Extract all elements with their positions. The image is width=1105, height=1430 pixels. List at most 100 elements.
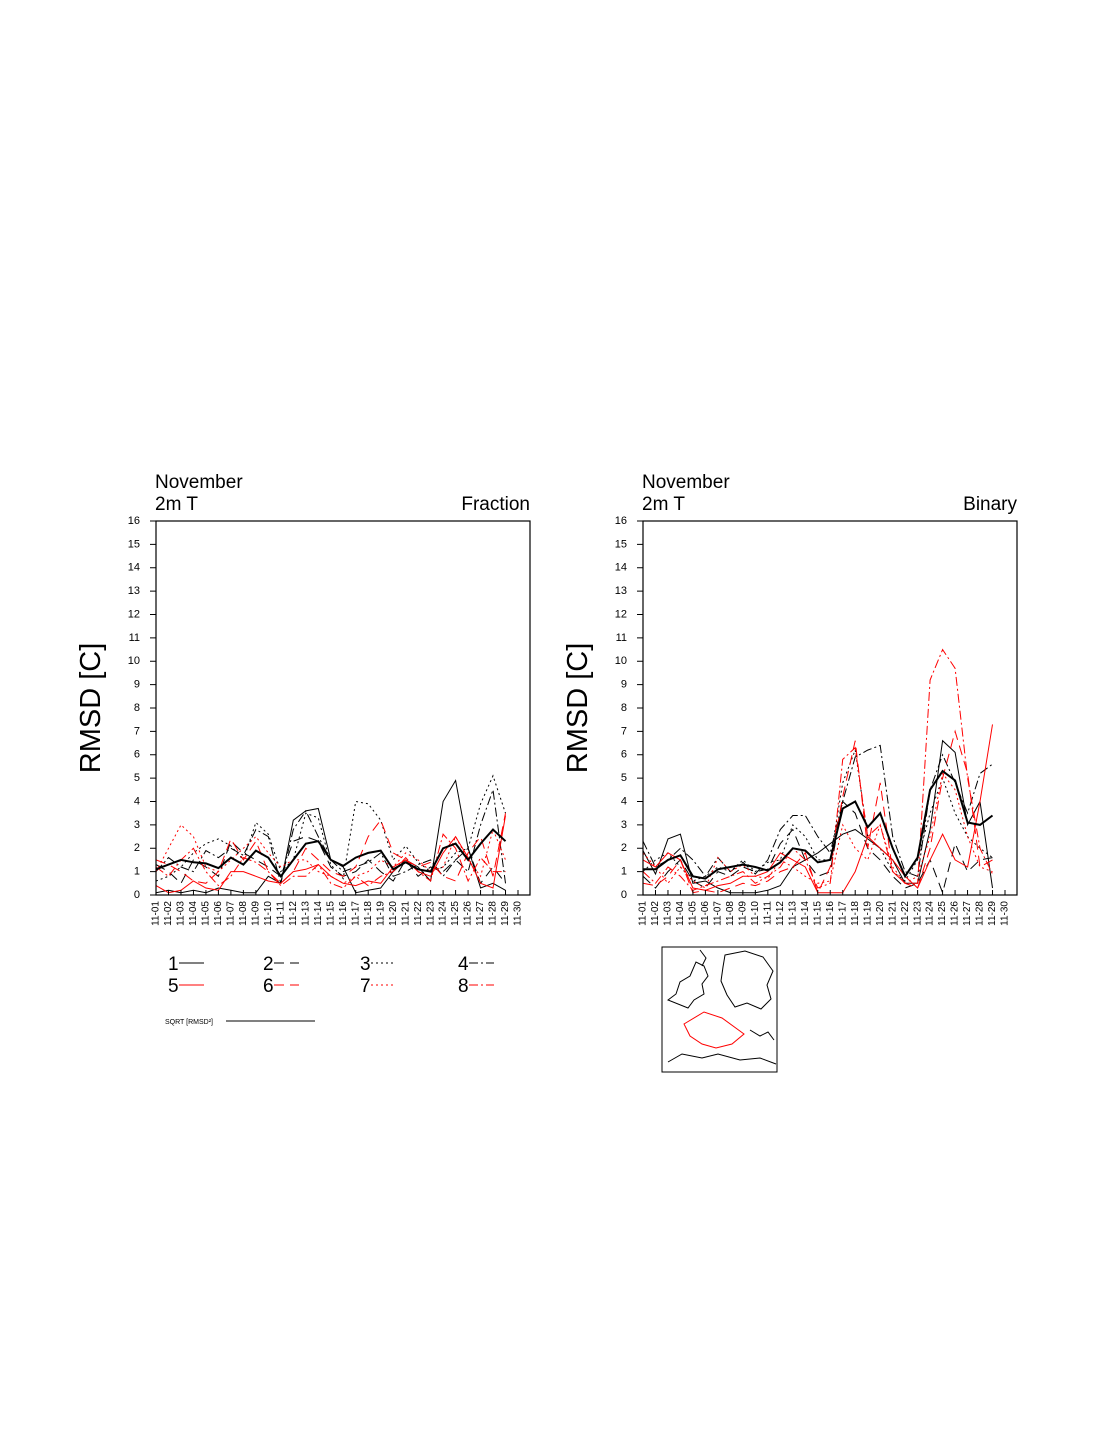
map-region [683, 1011, 745, 1049]
x-tick-label: 11-29 [500, 901, 511, 926]
legend-label: 6 [263, 976, 274, 997]
y-axis-label: RMSD [C] [562, 643, 594, 774]
map-frame [661, 946, 778, 1073]
legend-label: 2 [263, 954, 274, 975]
x-tick-label: 11-03 [176, 901, 187, 926]
x-tick-label: 11-10 [750, 901, 761, 926]
x-tick-label: 11-28 [488, 901, 499, 926]
x-tick-label: 11-12 [288, 901, 299, 926]
y-tick-label: 6 [134, 749, 140, 761]
y-tick-label: 8 [134, 702, 140, 714]
series-line [155, 833, 506, 889]
x-tick-label: 11-11 [275, 901, 286, 926]
y-tick-label: 2 [134, 842, 140, 854]
series-line [642, 744, 993, 878]
y-tick-label: 7 [134, 725, 140, 737]
legend-label: 1 [168, 954, 179, 975]
series-line [643, 769, 994, 880]
series-line [642, 748, 993, 882]
y-tick-label: 13 [128, 585, 140, 597]
series-line [642, 800, 993, 895]
x-tick-label: 11-28 [975, 901, 986, 926]
x-tick-label: 11-06 [213, 901, 224, 926]
y-tick-label: 13 [615, 585, 627, 597]
y-tick-label: 14 [615, 562, 627, 574]
x-tick-label: 11-07 [226, 901, 237, 926]
legend-label: SQRT [RMSD²] [165, 1019, 213, 1026]
x-tick-label: 11-20 [875, 901, 886, 926]
x-tick-label: 11-16 [338, 901, 349, 926]
y-tick-label: 1 [134, 866, 140, 878]
y-tick-label: 15 [615, 538, 627, 550]
y-tick-label: 14 [128, 562, 140, 574]
y-tick-label: 7 [621, 725, 627, 737]
chart-subtitle: 2m T [642, 494, 685, 515]
inset-map [661, 946, 778, 1073]
x-tick-label: 11-22 [413, 901, 424, 926]
x-tick-label: 11-03 [663, 901, 674, 926]
x-tick-label: 11-07 [713, 901, 724, 926]
x-tick-label: 11-19 [862, 901, 873, 926]
x-tick-label: 11-26 [463, 901, 474, 926]
x-tick-label: 11-15 [812, 901, 823, 926]
y-tick-label: 0 [134, 889, 140, 901]
legend-label: 5 [168, 976, 179, 997]
series-line [155, 824, 506, 884]
x-tick-label: 11-18 [363, 901, 374, 926]
x-tick-label: 11-20 [388, 901, 399, 926]
x-tick-label: 11-05 [688, 901, 699, 926]
series-line [642, 739, 993, 894]
x-tick-label: 11-11 [762, 901, 773, 926]
series-line [155, 815, 506, 894]
legend-label: 8 [458, 976, 469, 997]
x-tick-label: 11-19 [375, 901, 386, 926]
x-tick-label: 11-25 [937, 901, 948, 926]
y-tick-label: 10 [128, 655, 140, 667]
plot-frame [155, 520, 531, 896]
series-line [642, 772, 993, 889]
y-tick-label: 16 [615, 515, 627, 527]
x-tick-label: 11-14 [313, 901, 324, 926]
chart-title: November [155, 472, 243, 493]
plot-frame [642, 520, 1018, 896]
x-tick-label: 11-01 [151, 901, 162, 926]
x-tick-label: 11-05 [201, 901, 212, 926]
legend-label: 3 [360, 954, 371, 975]
x-tick-label: 11-17 [350, 901, 361, 926]
x-tick-label: 11-29 [987, 901, 998, 926]
x-tick-label: 11-09 [251, 901, 262, 926]
x-tick-label: 11-08 [725, 901, 736, 926]
chart-title: November [642, 472, 730, 493]
chart-subtitle: 2m T [155, 494, 198, 515]
y-tick-label: 10 [615, 655, 627, 667]
series-line [642, 724, 993, 894]
x-tick-label: 11-02 [650, 901, 661, 926]
y-tick-label: 5 [621, 772, 627, 784]
y-tick-label: 12 [615, 608, 627, 620]
x-tick-label: 11-23 [425, 901, 436, 926]
x-tick-label: 11-04 [188, 901, 199, 926]
x-tick-label: 11-15 [325, 901, 336, 926]
y-tick-label: 3 [134, 819, 140, 831]
y-tick-label: 6 [621, 749, 627, 761]
y-axis-label: RMSD [C] [75, 643, 107, 774]
y-tick-label: 2 [621, 842, 627, 854]
x-tick-label: 11-13 [300, 901, 311, 926]
y-tick-label: 9 [621, 679, 627, 691]
y-tick-label: 11 [616, 632, 627, 644]
x-tick-label: 11-21 [887, 901, 898, 926]
y-tick-label: 4 [621, 795, 627, 807]
chart-annotation: Fraction [461, 494, 530, 515]
x-tick-label: 11-09 [738, 901, 749, 926]
series-line [155, 813, 506, 884]
x-tick-label: 11-23 [912, 901, 923, 926]
x-tick-label: 11-04 [675, 901, 686, 926]
y-tick-label: 4 [134, 795, 140, 807]
series-line [642, 648, 993, 891]
y-tick-label: 3 [621, 819, 627, 831]
x-tick-label: 11-16 [825, 901, 836, 926]
x-tick-label: 11-21 [400, 901, 411, 926]
x-tick-label: 11-27 [475, 901, 486, 926]
legend-label: 7 [360, 976, 371, 997]
